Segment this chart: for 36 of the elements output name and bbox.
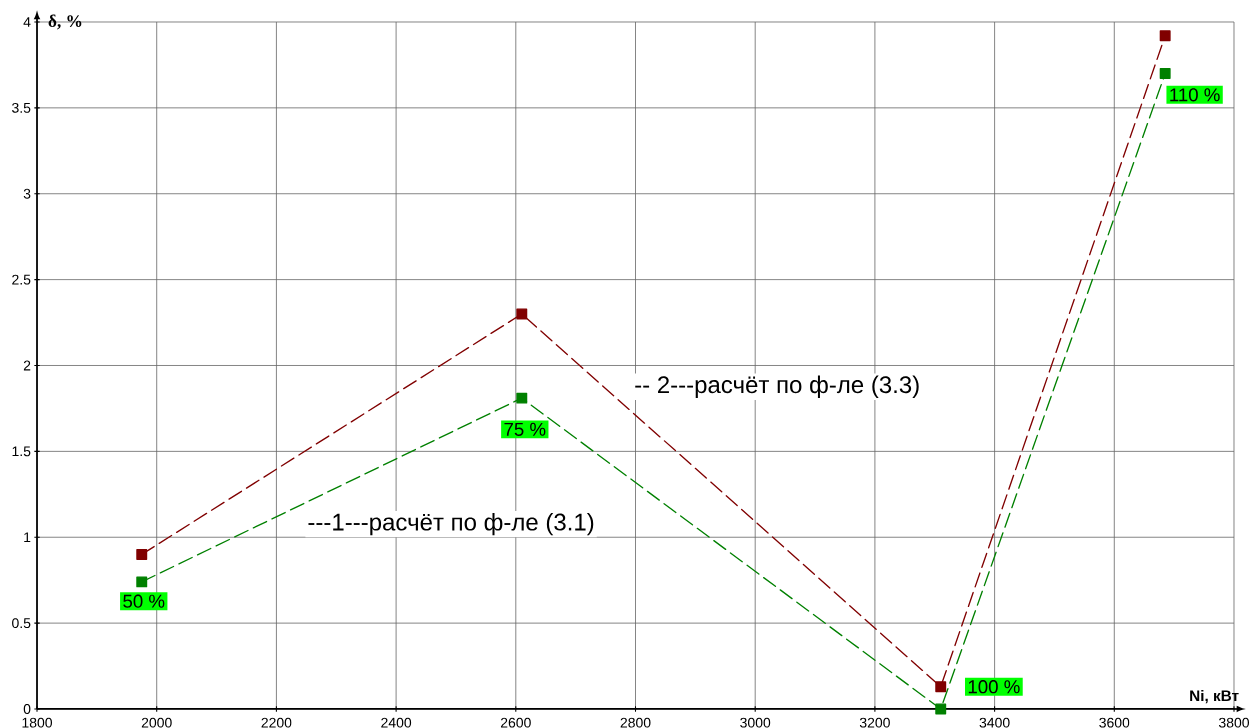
- annotation: 110 %: [1170, 88, 1220, 102]
- x-tick-label: 3400: [979, 717, 1010, 728]
- point: [516, 308, 528, 320]
- point: [935, 703, 947, 715]
- y-tick-label: 3.5: [12, 102, 31, 113]
- point: [136, 548, 148, 560]
- x-tick-label: 1800: [22, 717, 53, 728]
- point: [136, 576, 148, 588]
- y-tick-label: 0.5: [12, 618, 31, 629]
- point: [935, 681, 947, 693]
- y-tick-label: 0: [23, 704, 31, 714]
- y-tick-label: 3: [23, 188, 31, 199]
- x-axis-title: Ni, кВт: [1190, 689, 1239, 704]
- y-tick-label: 2.5: [12, 274, 31, 285]
- series-label: -- 2---расчёт по ф-ле (3.3): [635, 375, 919, 398]
- series-label: ---1---расчёт по ф-ле (3.1): [308, 512, 594, 536]
- point: [516, 392, 528, 404]
- x-tick-label: 3200: [859, 717, 890, 728]
- x-tick-label: 2000: [141, 717, 172, 728]
- x-tick-label: 2800: [620, 717, 651, 728]
- x-tick-label: 3000: [740, 717, 771, 728]
- annotation: 50 %: [123, 594, 165, 608]
- x-tick-label: 3600: [1099, 717, 1130, 728]
- x-tick-label: 2400: [381, 717, 412, 728]
- point: [1159, 30, 1171, 42]
- y-tick-label: 1.5: [12, 446, 31, 457]
- y-tick-label: 1: [24, 532, 31, 543]
- x-tick-label: 2600: [500, 717, 531, 728]
- x-tick-label: 2200: [261, 717, 292, 728]
- y-tick-label: 2: [23, 360, 31, 371]
- annotation: 75 %: [504, 422, 546, 436]
- point: [1159, 68, 1171, 79]
- annotation: 100 %: [968, 680, 1020, 694]
- y-tick-label: 4: [23, 17, 31, 27]
- x-tick-label: 3800: [1218, 717, 1250, 728]
- y-axis-title: δ, %: [48, 14, 82, 30]
